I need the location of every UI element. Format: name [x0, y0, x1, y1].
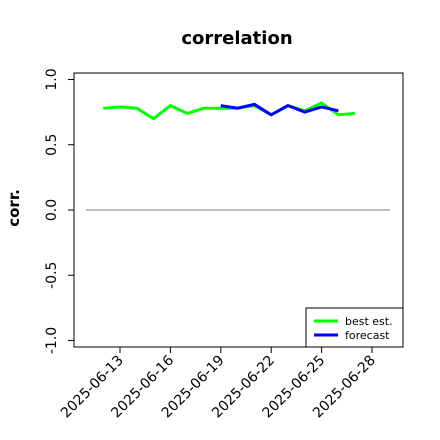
legend: best est. forecast	[305, 307, 404, 348]
legend-label-forecast: forecast	[345, 329, 390, 342]
series-line-best-est	[103, 101, 356, 121]
legend-label-best-est: best est.	[345, 315, 393, 328]
series-layer	[103, 101, 356, 121]
x-axis: 2025-06-132025-06-162025-06-192025-06-22…	[58, 347, 379, 421]
legend-box	[305, 307, 404, 348]
y-tick-label: -0.5	[44, 262, 60, 289]
y-tick-label: 1.0	[44, 68, 60, 90]
y-tick-label: -1.0	[44, 327, 60, 354]
y-tick-label: 0.5	[44, 134, 60, 156]
y-axis-label: corr.	[5, 189, 23, 227]
y-axis: -1.0 -0.5 0.0 0.5 1.0	[44, 68, 74, 354]
y-tick-label: 0.0	[44, 199, 60, 221]
series-line-forecast	[220, 102, 339, 117]
chart-title: correlation	[181, 28, 292, 49]
